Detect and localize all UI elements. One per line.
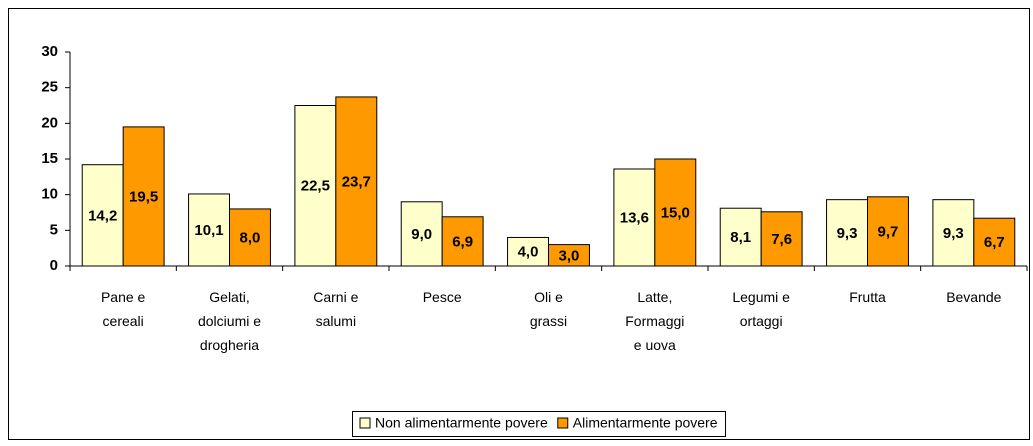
value-label: 8,1 xyxy=(730,229,751,246)
x-tick-label: Frutta xyxy=(849,289,886,305)
value-label: 15,0 xyxy=(661,204,690,221)
y-tick-label: 0 xyxy=(50,257,58,274)
value-label: 9,0 xyxy=(411,226,432,243)
legend-swatch xyxy=(557,417,569,429)
value-label: 10,1 xyxy=(194,222,223,239)
x-tick-label: Gelati, dolciumi e drogheria xyxy=(198,289,261,353)
y-tick-label: 20 xyxy=(41,114,58,131)
x-tick-label: Oli e grassi xyxy=(530,289,567,329)
legend-label: Alimentarmente povere xyxy=(573,415,718,431)
value-label: 6,7 xyxy=(984,234,1005,251)
bar xyxy=(507,236,550,267)
bar xyxy=(867,196,909,267)
value-label: 6,9 xyxy=(452,233,473,250)
bar xyxy=(441,216,484,267)
value-label: 23,7 xyxy=(342,173,371,190)
value-label: 7,6 xyxy=(771,231,792,248)
y-tick-label: 25 xyxy=(41,79,58,96)
x-tick-label: Legumi e ortaggi xyxy=(732,289,790,329)
y-tick-label: 30 xyxy=(41,43,58,60)
value-label: 9,3 xyxy=(837,225,858,242)
value-label: 9,7 xyxy=(878,223,899,240)
value-label: 4,0 xyxy=(518,244,539,261)
bar xyxy=(654,158,697,267)
legend-label: Non alimentarmente povere xyxy=(375,415,548,431)
y-tick-label: 10 xyxy=(41,186,58,203)
value-label: 19,5 xyxy=(129,188,158,205)
bar xyxy=(613,168,656,267)
x-tick-label: Latte, Formaggi e uova xyxy=(625,289,684,353)
x-tick-label: Bevande xyxy=(946,289,1001,305)
y-tick-label: 5 xyxy=(50,221,58,238)
bar xyxy=(760,211,803,267)
value-label: 8,0 xyxy=(240,229,261,246)
x-tick-label: Pesce xyxy=(423,289,462,305)
x-tick-label: Pane e cereali xyxy=(101,289,146,329)
value-label: 14,2 xyxy=(88,207,117,224)
bar xyxy=(719,207,762,267)
legend-box xyxy=(352,411,727,437)
value-label: 3,0 xyxy=(559,247,580,264)
legend: Non alimentarmente povere Alimentarmente … xyxy=(352,411,727,437)
y-tick-label: 15 xyxy=(41,150,58,167)
legend-swatch xyxy=(359,417,371,429)
x-tick-label: Carni e salumi xyxy=(313,289,358,329)
value-label: 22,5 xyxy=(301,178,330,195)
value-label: 13,6 xyxy=(620,209,649,226)
value-label: 9,3 xyxy=(943,225,964,242)
bar xyxy=(122,126,165,267)
